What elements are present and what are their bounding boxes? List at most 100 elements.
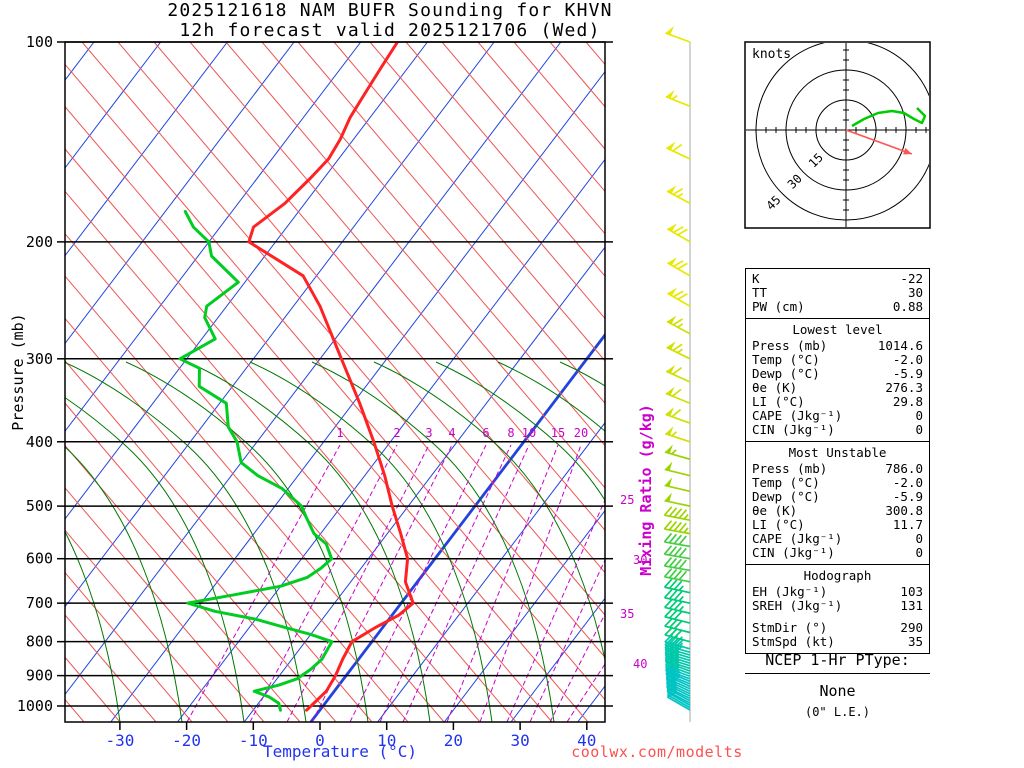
wind-barb [664, 598, 691, 615]
stats-most-unstable-rows: Press (mb) 786.0 Temp (°C) -2.0 Dewp (°C… [752, 462, 923, 560]
section-header: Lowest level [792, 322, 883, 337]
stat-label: θe (K) [752, 503, 798, 518]
stats-indices-rows: K -22 TT 30 PW (cm) 0.88 [752, 272, 923, 314]
wind-barb-column [663, 26, 691, 722]
wind-barb [666, 141, 691, 160]
stat-row: Temp (°C) -2.0 [752, 476, 923, 490]
stat-label: CIN (Jkg⁻¹) [752, 545, 835, 560]
stat-row: Press (mb) 1014.6 [752, 339, 923, 353]
stats-hodograph-rows: EH (Jkg⁻¹) 103 SREH (Jkg⁻¹) 131 StmDir (… [752, 585, 923, 649]
stat-row: PW (cm) 0.88 [752, 300, 923, 314]
svg-text:700: 700 [26, 594, 53, 612]
section-header: Most Unstable [788, 445, 887, 460]
svg-text:800: 800 [26, 633, 53, 651]
stat-label: Dewp (°C) [752, 366, 820, 381]
svg-text:40: 40 [577, 731, 596, 750]
stat-value: -2.0 [892, 475, 923, 490]
stat-value: 276.3 [885, 380, 923, 395]
chart-title-line2: 12h forecast valid 2025121706 (Wed) [179, 20, 601, 41]
svg-text:900: 900 [26, 667, 53, 685]
mixing-ratio-labels: 1 2 3 4 6 8 10 15 20 25 30 35 40 [336, 426, 647, 671]
svg-text:6: 6 [482, 426, 489, 440]
stat-row: LI (°C) 11.7 [752, 518, 923, 532]
wind-barb [665, 407, 691, 424]
svg-text:20: 20 [444, 731, 463, 750]
wind-barb [665, 386, 691, 405]
stat-row: K -22 [752, 272, 923, 286]
svg-text:10: 10 [522, 426, 536, 440]
wind-barb [663, 578, 691, 594]
watermark-url: coolwx.com/modelts [571, 743, 743, 761]
svg-text:30: 30 [510, 731, 529, 750]
svg-text:25: 25 [620, 493, 634, 507]
stat-value: 0.88 [892, 299, 923, 314]
svg-text:4: 4 [448, 426, 455, 440]
svg-text:200: 200 [26, 233, 53, 251]
svg-text:400: 400 [26, 433, 53, 451]
svg-text:3: 3 [425, 426, 432, 440]
stat-row: EH (Jkg⁻¹) 103 [752, 585, 923, 599]
svg-text:0: 0 [315, 731, 325, 750]
stat-label: TT [752, 285, 768, 300]
wind-barb [664, 608, 691, 624]
stat-value: 786.0 [885, 461, 923, 476]
stat-value: 103 [900, 584, 923, 599]
dewpoint-curve [178, 210, 334, 712]
stat-row: StmDir (°) 290 [752, 621, 923, 635]
ptype-value: None [819, 682, 856, 700]
chart-title-block: 2025121618 NAM BUFR Sounding for KHVN 12… [55, 1, 725, 41]
stat-label: Temp (°C) [752, 352, 820, 367]
wind-barb [664, 461, 691, 477]
stat-label: LI (°C) [752, 394, 805, 409]
wind-barb [667, 257, 691, 277]
section-header: Hodograph [803, 568, 872, 583]
stats-indices-section: K -22 TT 30 PW (cm) 0.88 [746, 269, 929, 318]
svg-text:35: 35 [620, 607, 634, 621]
stat-label: Temp (°C) [752, 475, 820, 490]
temperature-curve [247, 42, 415, 712]
svg-text:100: 100 [26, 33, 53, 51]
stat-row: θe (K) 276.3 [752, 381, 923, 395]
stat-value: -5.9 [892, 366, 923, 381]
stat-row: θe (K) 300.8 [752, 504, 923, 518]
stat-value: 0 [915, 422, 923, 437]
stat-value: 11.7 [892, 517, 923, 532]
svg-text:1: 1 [336, 426, 343, 440]
chart-title-line1: 2025121618 NAM BUFR Sounding for KHVN [167, 0, 613, 21]
wind-barb [664, 492, 691, 507]
svg-text:20: 20 [574, 426, 588, 440]
stat-label: StmSpd (kt) [752, 634, 835, 649]
stat-row: Dewp (°C) -5.9 [752, 367, 923, 381]
svg-text:30: 30 [633, 553, 647, 567]
wind-barb [663, 545, 691, 560]
hodograph-units-label: knots [752, 47, 792, 62]
stat-value: -22 [900, 271, 923, 286]
stat-row: TT 30 [752, 286, 923, 300]
stat-row: LI (°C) 29.8 [752, 395, 923, 409]
stat-value: 0 [915, 408, 923, 423]
stat-label: Press (mb) [752, 461, 828, 476]
stat-label: SREH (Jkg⁻¹) [752, 598, 843, 613]
wind-barb [665, 89, 691, 108]
stat-row: CIN (Jkg⁻¹) 0 [752, 546, 923, 560]
stats-lowest-level-section: Lowest level Press (mb) 1014.6 Temp (°C)… [746, 318, 929, 441]
ptype-panel: NCEP 1-Hr PType: None (0" L.E.) [745, 651, 930, 719]
mixing-ratio-axis-label: Mixing Ratio (g/kg) [637, 404, 655, 576]
wind-barb [665, 364, 691, 383]
wind-barb [667, 287, 691, 307]
stat-label: CAPE (Jkg⁻¹) [752, 531, 843, 546]
temperature-axis-ticks: -30 -20 -10 0 10 20 30 40 [105, 722, 596, 750]
svg-text:600: 600 [26, 550, 53, 568]
stat-row: SREH (Jkg⁻¹) 131 [752, 599, 923, 613]
wind-barb [666, 185, 691, 205]
wind-barb [666, 315, 691, 335]
wind-barb [666, 341, 691, 360]
stat-value: -2.0 [892, 352, 923, 367]
stat-row: CAPE (Jkg⁻¹) 0 [752, 409, 923, 423]
svg-text:-10: -10 [239, 731, 268, 750]
stat-label: LI (°C) [752, 517, 805, 532]
stat-value: 1014.6 [877, 338, 923, 353]
